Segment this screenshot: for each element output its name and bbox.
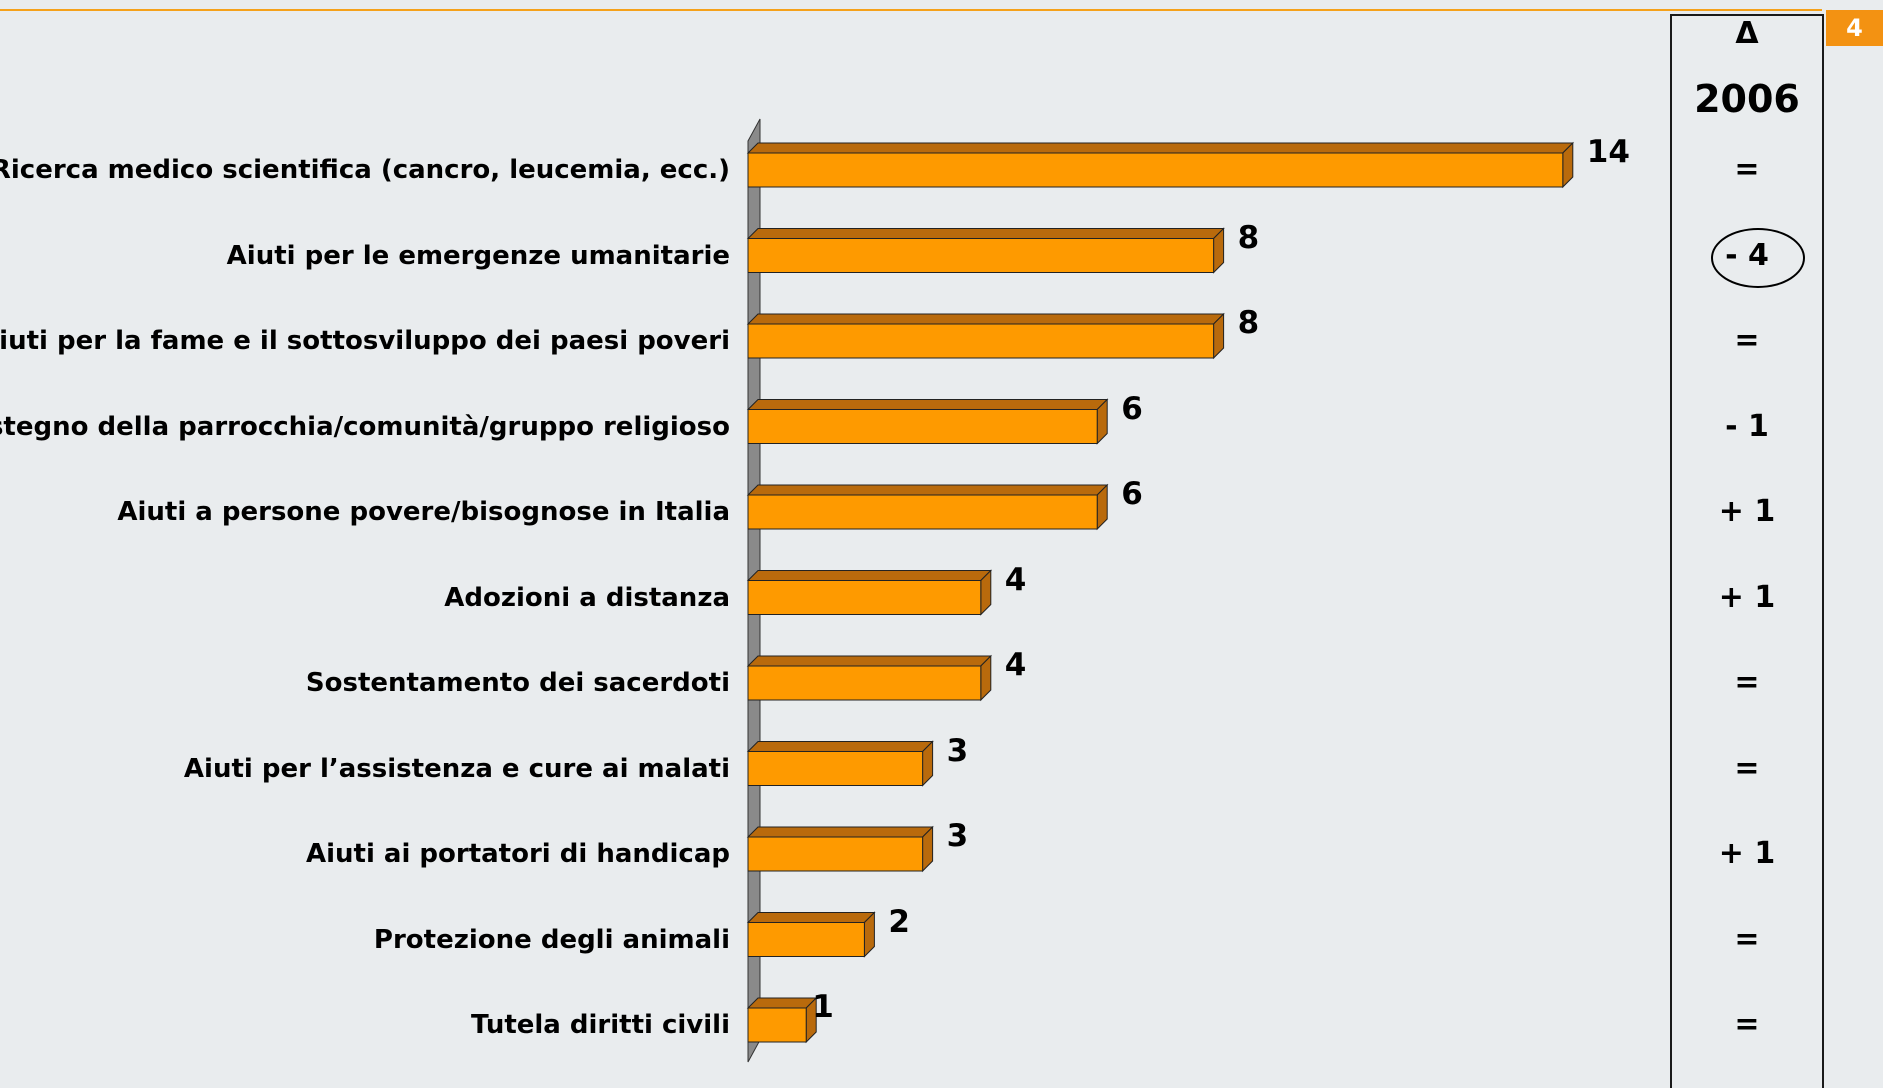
value-label: 8 bbox=[1237, 219, 1260, 256]
header-rule bbox=[0, 9, 1822, 11]
delta-value: + 1 bbox=[1718, 494, 1776, 529]
bar bbox=[746, 911, 876, 958]
bar bbox=[746, 141, 1575, 189]
value-label: 3 bbox=[946, 732, 969, 769]
bar-top bbox=[746, 741, 934, 752]
bar-front bbox=[747, 1007, 807, 1043]
bar-top bbox=[746, 655, 993, 667]
bar-front bbox=[747, 323, 1215, 359]
category-label: Aiuti per la fame e il sottosviluppo dei… bbox=[0, 326, 730, 356]
delta-value: = bbox=[1734, 1007, 1760, 1042]
bar-front bbox=[747, 751, 924, 786]
page-number-badge: 4 bbox=[1826, 10, 1883, 46]
delta-value: = bbox=[1734, 152, 1760, 187]
delta-value: = bbox=[1734, 750, 1760, 786]
bar-front bbox=[747, 494, 1098, 530]
bar bbox=[746, 569, 993, 616]
bar bbox=[746, 654, 993, 702]
value-label: 1 bbox=[812, 989, 834, 1025]
bar bbox=[746, 483, 1109, 531]
bar-top bbox=[746, 570, 993, 581]
bar bbox=[746, 825, 934, 873]
category-label: Tutela diritti civili bbox=[470, 1010, 730, 1040]
bar-top bbox=[746, 399, 1109, 410]
bar-top bbox=[746, 313, 1225, 325]
delta-column-frame bbox=[1670, 14, 1824, 1088]
bar-front bbox=[747, 409, 1098, 444]
value-label: 4 bbox=[1004, 647, 1027, 683]
value-label: 4 bbox=[1004, 561, 1027, 598]
value-label: 8 bbox=[1237, 305, 1260, 341]
delta-year: 2006 bbox=[1694, 77, 1800, 121]
bar-front bbox=[747, 665, 982, 701]
value-label: 6 bbox=[1121, 390, 1143, 427]
category-label: Ricerca medico scientifica (cancro, leuc… bbox=[0, 155, 730, 185]
category-label: Aiuti per l’assistenza e cure ai malati bbox=[183, 753, 730, 784]
delta-symbol: Δ bbox=[1735, 16, 1759, 51]
bar-top bbox=[746, 228, 1225, 239]
bar-top bbox=[746, 912, 876, 923]
bar bbox=[746, 740, 934, 787]
delta-value: = bbox=[1734, 323, 1760, 358]
category-label: Aiuti a persone povere/bisognose in Ital… bbox=[117, 497, 730, 527]
category-label: Sostegno della parrocchia/comunità/grupp… bbox=[0, 411, 730, 442]
delta-value: = bbox=[1734, 665, 1760, 700]
bar bbox=[746, 312, 1225, 360]
bar-front bbox=[747, 836, 924, 872]
category-label: Aiuti ai portatori di handicap bbox=[305, 839, 730, 869]
category-label: Adozioni a distanza bbox=[444, 582, 730, 613]
bar-front bbox=[747, 922, 865, 957]
bar-front bbox=[747, 152, 1564, 188]
value-label: 14 bbox=[1586, 134, 1630, 170]
bar-top bbox=[746, 484, 1109, 496]
value-label: 3 bbox=[946, 818, 969, 854]
delta-value: + 1 bbox=[1718, 836, 1776, 871]
bar bbox=[746, 996, 818, 1044]
bar-top bbox=[746, 997, 818, 1009]
value-label: 2 bbox=[888, 903, 910, 940]
category-label: Sostentamento dei sacerdoti bbox=[305, 668, 730, 698]
delta-highlight-circle bbox=[1711, 227, 1805, 288]
value-label: 6 bbox=[1121, 476, 1143, 512]
category-label: Aiuti per le emergenze umanitarie bbox=[226, 240, 730, 271]
bar-top bbox=[746, 142, 1575, 154]
delta-value: = bbox=[1734, 921, 1760, 957]
bar-front bbox=[747, 580, 982, 615]
category-label: Protezione degli animali bbox=[373, 924, 730, 955]
bar-top bbox=[746, 826, 934, 838]
bar bbox=[746, 227, 1225, 274]
delta-value: - 1 bbox=[1725, 408, 1769, 444]
bar bbox=[746, 398, 1109, 445]
delta-value: + 1 bbox=[1718, 579, 1776, 615]
bar-front bbox=[747, 238, 1215, 273]
